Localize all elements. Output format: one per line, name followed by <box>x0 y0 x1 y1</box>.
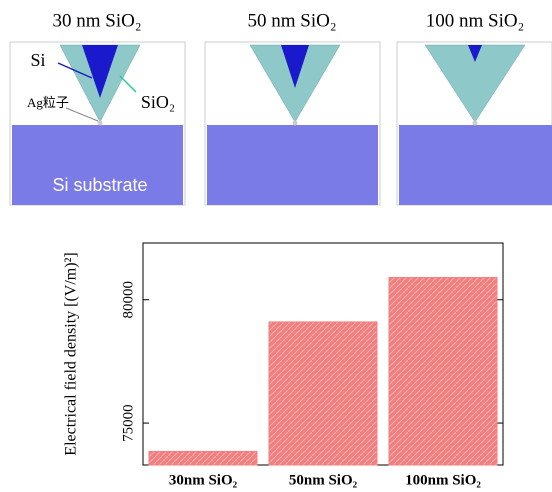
annotation: Si <box>30 50 45 70</box>
panel-title: 30 nm SiO₂ <box>53 10 142 31</box>
panel-title: 50 nm SiO₂ <box>248 10 337 31</box>
simulation-panel <box>205 42 380 205</box>
panel-title: 100 nm SiO₂ <box>426 10 524 31</box>
annotation: Ag粒子 <box>27 95 69 110</box>
figure: 30 nm SiO₂ 50 nm SiO₂ 100 nm SiO₂ Si SiO… <box>0 0 552 492</box>
y-axis-label: Electrical field density [(V/m)²] <box>63 252 80 455</box>
bar <box>389 278 497 465</box>
x-tick-label: 100nm SiO₂ <box>405 472 481 488</box>
annotation: SiO₂ <box>141 92 175 112</box>
annotation: Si substrate <box>52 175 147 195</box>
bar <box>149 451 257 465</box>
bar <box>269 322 377 465</box>
y-tick-label: 75000 <box>120 404 136 442</box>
x-tick-label: 50nm SiO₂ <box>289 472 358 488</box>
x-tick-label: 30nm SiO₂ <box>169 472 238 488</box>
y-tick-label: 80000 <box>120 281 136 319</box>
simulation-panel <box>397 42 552 205</box>
